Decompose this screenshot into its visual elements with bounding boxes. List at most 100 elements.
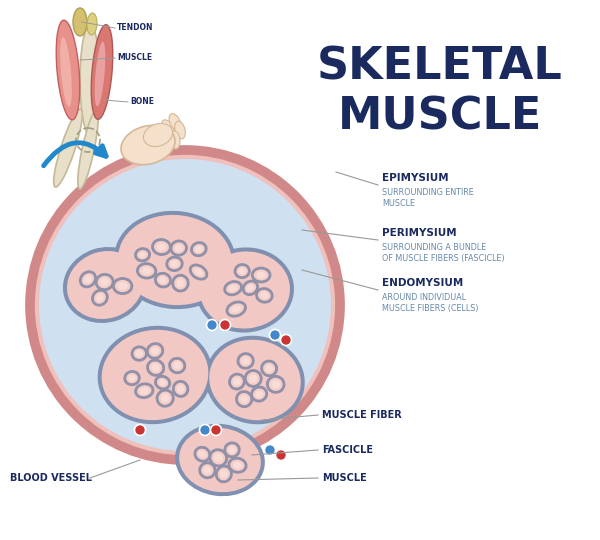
Ellipse shape bbox=[255, 390, 263, 397]
Circle shape bbox=[269, 329, 281, 341]
Ellipse shape bbox=[249, 374, 257, 383]
Ellipse shape bbox=[91, 289, 109, 307]
Ellipse shape bbox=[266, 375, 286, 394]
Ellipse shape bbox=[228, 373, 246, 390]
Ellipse shape bbox=[128, 375, 136, 381]
Ellipse shape bbox=[177, 385, 184, 393]
Ellipse shape bbox=[226, 443, 239, 456]
Ellipse shape bbox=[136, 384, 152, 397]
Ellipse shape bbox=[136, 262, 157, 280]
Ellipse shape bbox=[167, 258, 182, 270]
Ellipse shape bbox=[97, 275, 113, 289]
Ellipse shape bbox=[118, 215, 232, 305]
Ellipse shape bbox=[114, 279, 131, 293]
Ellipse shape bbox=[233, 378, 241, 386]
Ellipse shape bbox=[156, 377, 169, 388]
Ellipse shape bbox=[146, 359, 165, 377]
Text: MUSCLE: MUSCLE bbox=[338, 95, 542, 138]
Ellipse shape bbox=[223, 441, 241, 458]
Ellipse shape bbox=[242, 357, 250, 364]
Ellipse shape bbox=[162, 120, 174, 136]
Ellipse shape bbox=[194, 446, 211, 463]
Ellipse shape bbox=[170, 131, 180, 149]
Ellipse shape bbox=[215, 465, 233, 483]
Ellipse shape bbox=[240, 395, 248, 403]
Circle shape bbox=[281, 334, 292, 346]
Ellipse shape bbox=[60, 37, 72, 107]
Ellipse shape bbox=[233, 263, 251, 279]
Ellipse shape bbox=[134, 247, 151, 262]
Ellipse shape bbox=[208, 448, 228, 468]
Ellipse shape bbox=[154, 375, 171, 390]
Ellipse shape bbox=[136, 350, 143, 357]
Ellipse shape bbox=[174, 382, 187, 396]
Ellipse shape bbox=[155, 389, 175, 408]
Ellipse shape bbox=[192, 243, 206, 255]
Ellipse shape bbox=[244, 369, 263, 388]
Ellipse shape bbox=[239, 354, 253, 368]
Ellipse shape bbox=[236, 352, 254, 369]
Ellipse shape bbox=[191, 266, 206, 279]
Ellipse shape bbox=[229, 459, 245, 472]
Ellipse shape bbox=[87, 13, 97, 35]
Text: AROUND INDIVIDUAL
MUSCLE FIBERS (CELLS): AROUND INDIVIDUAL MUSCLE FIBERS (CELLS) bbox=[382, 293, 479, 313]
Ellipse shape bbox=[63, 247, 147, 323]
Ellipse shape bbox=[242, 280, 259, 296]
Ellipse shape bbox=[217, 467, 231, 481]
Text: MUSCLE FIBER: MUSCLE FIBER bbox=[322, 410, 402, 420]
Ellipse shape bbox=[196, 247, 294, 333]
Ellipse shape bbox=[176, 279, 184, 287]
Ellipse shape bbox=[255, 287, 274, 303]
Ellipse shape bbox=[175, 424, 265, 496]
Circle shape bbox=[265, 444, 275, 456]
Ellipse shape bbox=[200, 252, 290, 328]
Ellipse shape bbox=[148, 344, 162, 357]
Ellipse shape bbox=[143, 124, 173, 146]
Ellipse shape bbox=[166, 255, 184, 272]
Ellipse shape bbox=[271, 380, 280, 388]
Ellipse shape bbox=[98, 326, 212, 424]
Ellipse shape bbox=[151, 364, 160, 372]
Ellipse shape bbox=[200, 463, 214, 477]
Ellipse shape bbox=[131, 346, 148, 362]
Ellipse shape bbox=[246, 371, 260, 386]
Ellipse shape bbox=[79, 271, 97, 288]
Ellipse shape bbox=[260, 292, 268, 299]
Ellipse shape bbox=[81, 272, 95, 286]
Ellipse shape bbox=[172, 241, 186, 255]
Ellipse shape bbox=[114, 211, 236, 309]
Ellipse shape bbox=[205, 336, 305, 424]
Ellipse shape bbox=[209, 340, 301, 420]
Ellipse shape bbox=[73, 8, 87, 36]
Ellipse shape bbox=[235, 390, 253, 408]
Ellipse shape bbox=[121, 125, 175, 165]
Ellipse shape bbox=[101, 330, 208, 420]
Ellipse shape bbox=[53, 109, 82, 187]
Ellipse shape bbox=[95, 42, 106, 106]
Ellipse shape bbox=[190, 241, 208, 257]
Circle shape bbox=[275, 449, 287, 461]
Ellipse shape bbox=[161, 394, 169, 402]
Ellipse shape bbox=[244, 282, 257, 294]
Ellipse shape bbox=[67, 251, 143, 319]
Ellipse shape bbox=[173, 362, 181, 369]
FancyArrowPatch shape bbox=[44, 143, 106, 166]
Ellipse shape bbox=[251, 267, 271, 284]
Ellipse shape bbox=[148, 361, 163, 375]
Text: BONE: BONE bbox=[130, 98, 154, 106]
Ellipse shape bbox=[171, 274, 190, 293]
Ellipse shape bbox=[230, 375, 244, 388]
Ellipse shape bbox=[95, 273, 115, 291]
Text: PERIMYSIUM: PERIMYSIUM bbox=[382, 228, 457, 238]
Ellipse shape bbox=[199, 461, 217, 479]
Ellipse shape bbox=[172, 380, 189, 398]
Ellipse shape bbox=[124, 370, 141, 386]
Ellipse shape bbox=[170, 359, 184, 372]
Ellipse shape bbox=[256, 272, 266, 279]
Text: MUSCLE: MUSCLE bbox=[322, 473, 367, 483]
Ellipse shape bbox=[227, 302, 245, 315]
Ellipse shape bbox=[157, 243, 166, 251]
Ellipse shape bbox=[194, 268, 203, 276]
Ellipse shape bbox=[170, 260, 179, 267]
Text: ENDOMYSIUM: ENDOMYSIUM bbox=[382, 278, 463, 288]
